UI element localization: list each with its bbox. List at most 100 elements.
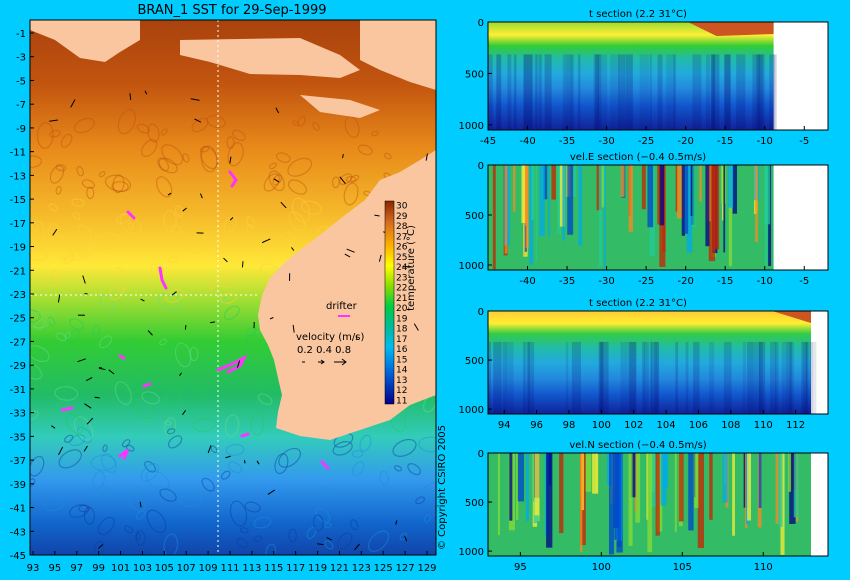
velocity-arrow bbox=[374, 214, 380, 217]
velocity-streak bbox=[709, 453, 713, 520]
colorbar-tick-label: 21 bbox=[396, 294, 407, 304]
temperature-band bbox=[775, 341, 779, 414]
eddy-swirl bbox=[393, 465, 402, 472]
velocity-streak bbox=[692, 165, 696, 228]
velocity-streak bbox=[521, 165, 528, 223]
eddy-swirl bbox=[98, 335, 113, 349]
velocity-arrow bbox=[267, 489, 276, 495]
colorbar-tick-label: 29 bbox=[396, 212, 408, 222]
velocity-arrow bbox=[139, 501, 142, 508]
temperature-band bbox=[801, 341, 807, 414]
eddy-swirl bbox=[189, 346, 199, 362]
eddy-swirl bbox=[344, 115, 360, 138]
eddy-swirl bbox=[55, 332, 67, 342]
section-x-tick-label: -35 bbox=[559, 276, 575, 287]
lat-tick-label: -3 bbox=[16, 53, 26, 64]
velocity-streak bbox=[634, 453, 637, 512]
section-panel-3: t section (2.2 31°C) 0 500 1000 94 96 98 100 102… bbox=[459, 298, 829, 431]
velocity-streak bbox=[674, 453, 677, 533]
section-x-tick-label: 105 bbox=[673, 562, 692, 573]
lat-tick-label: -25 bbox=[10, 314, 26, 325]
velocity-streak bbox=[684, 165, 689, 234]
temperature-band bbox=[758, 54, 763, 130]
velocity-arrow bbox=[86, 417, 94, 425]
eddy-swirl bbox=[52, 234, 63, 243]
velocity-arrow bbox=[52, 228, 58, 236]
eddy-swirl bbox=[60, 133, 73, 148]
velocity-arrow bbox=[98, 366, 103, 369]
temperature-band bbox=[528, 341, 535, 414]
eddy-swirl bbox=[159, 353, 173, 371]
lat-tick-label: -19 bbox=[10, 243, 26, 254]
eddy-swirl bbox=[367, 530, 390, 553]
velocity-streak bbox=[722, 453, 728, 503]
eddy-swirl bbox=[125, 444, 135, 452]
java-landmass bbox=[180, 38, 360, 78]
eddy-swirl bbox=[49, 129, 61, 138]
section-frame bbox=[487, 164, 829, 271]
eddy-swirl bbox=[101, 453, 117, 474]
eddy-swirl bbox=[161, 144, 184, 166]
eddy-swirl bbox=[188, 233, 206, 255]
lat-tick-label: -15 bbox=[10, 195, 26, 206]
velocity-arrow bbox=[229, 156, 232, 164]
colorbar-tick-label: 15 bbox=[396, 355, 407, 365]
eddy-swirl bbox=[141, 391, 160, 405]
velocity-streak bbox=[631, 453, 636, 498]
eddy-swirl bbox=[90, 454, 117, 471]
eddy-swirl bbox=[68, 504, 89, 518]
eddy-swirl bbox=[111, 181, 129, 193]
eddy-swirl bbox=[34, 319, 46, 330]
velocity-arrow bbox=[342, 153, 344, 159]
eddy-swirl bbox=[30, 368, 35, 378]
drifter-track bbox=[126, 210, 136, 220]
eddy-swirl bbox=[30, 455, 45, 477]
temperature-band bbox=[639, 54, 650, 130]
eddy-swirl bbox=[30, 155, 43, 168]
eddy-swirl bbox=[117, 108, 137, 135]
colorbar-tick-label: 16 bbox=[396, 345, 408, 355]
eddy-swirl bbox=[147, 123, 160, 143]
eddy-swirl bbox=[72, 211, 81, 220]
eddy-swirl bbox=[164, 420, 172, 426]
temperature-band bbox=[713, 54, 720, 130]
section-x-tick-label: -25 bbox=[638, 136, 654, 147]
eddy-swirl bbox=[163, 533, 179, 555]
drifter-track bbox=[320, 460, 330, 470]
lon-tick-label: 125 bbox=[374, 563, 393, 574]
eddy-swirl bbox=[343, 182, 359, 206]
eddy-swirl bbox=[324, 540, 334, 550]
colorbar-tick-label: 26 bbox=[396, 243, 408, 253]
section-panel-title: vel.E section (−0.4 0.5m/s) bbox=[570, 152, 706, 163]
lat-tick-label: -45 bbox=[10, 551, 26, 562]
section-x-tick-label: 110 bbox=[754, 562, 773, 573]
temperature-band bbox=[747, 341, 754, 414]
velocity-legend-values: 0.2 0.4 0.8 bbox=[297, 345, 351, 356]
temperature-band bbox=[594, 54, 600, 130]
eddy-swirl bbox=[332, 441, 353, 456]
velocity-streak bbox=[598, 165, 603, 267]
velocity-streak bbox=[534, 453, 540, 516]
lat-tick-label: -21 bbox=[10, 266, 26, 277]
temperature-band bbox=[502, 341, 507, 414]
lon-tick-label: 123 bbox=[352, 563, 371, 574]
velocity-streak bbox=[655, 453, 660, 536]
velocity-streak bbox=[525, 453, 529, 521]
eddy-swirl bbox=[136, 123, 150, 134]
velocity-arrow bbox=[395, 520, 398, 525]
eddy-swirl bbox=[92, 470, 105, 490]
velocity-streak bbox=[663, 453, 669, 489]
eddy-swirl bbox=[195, 386, 208, 396]
eddy-swirl bbox=[288, 211, 306, 232]
section-x-tick-label: -20 bbox=[678, 136, 694, 147]
temperature-band bbox=[650, 341, 660, 414]
eddy-swirl bbox=[220, 470, 231, 480]
velocity-streak bbox=[628, 453, 633, 546]
eddy-swirl bbox=[126, 381, 142, 394]
velocity-streak bbox=[531, 165, 535, 221]
temperature-band bbox=[723, 54, 731, 130]
temperature-band bbox=[539, 54, 543, 130]
depth-tick-label: 1000 bbox=[459, 121, 484, 132]
eddy-swirl bbox=[168, 256, 179, 264]
eddy-swirl bbox=[79, 240, 95, 259]
